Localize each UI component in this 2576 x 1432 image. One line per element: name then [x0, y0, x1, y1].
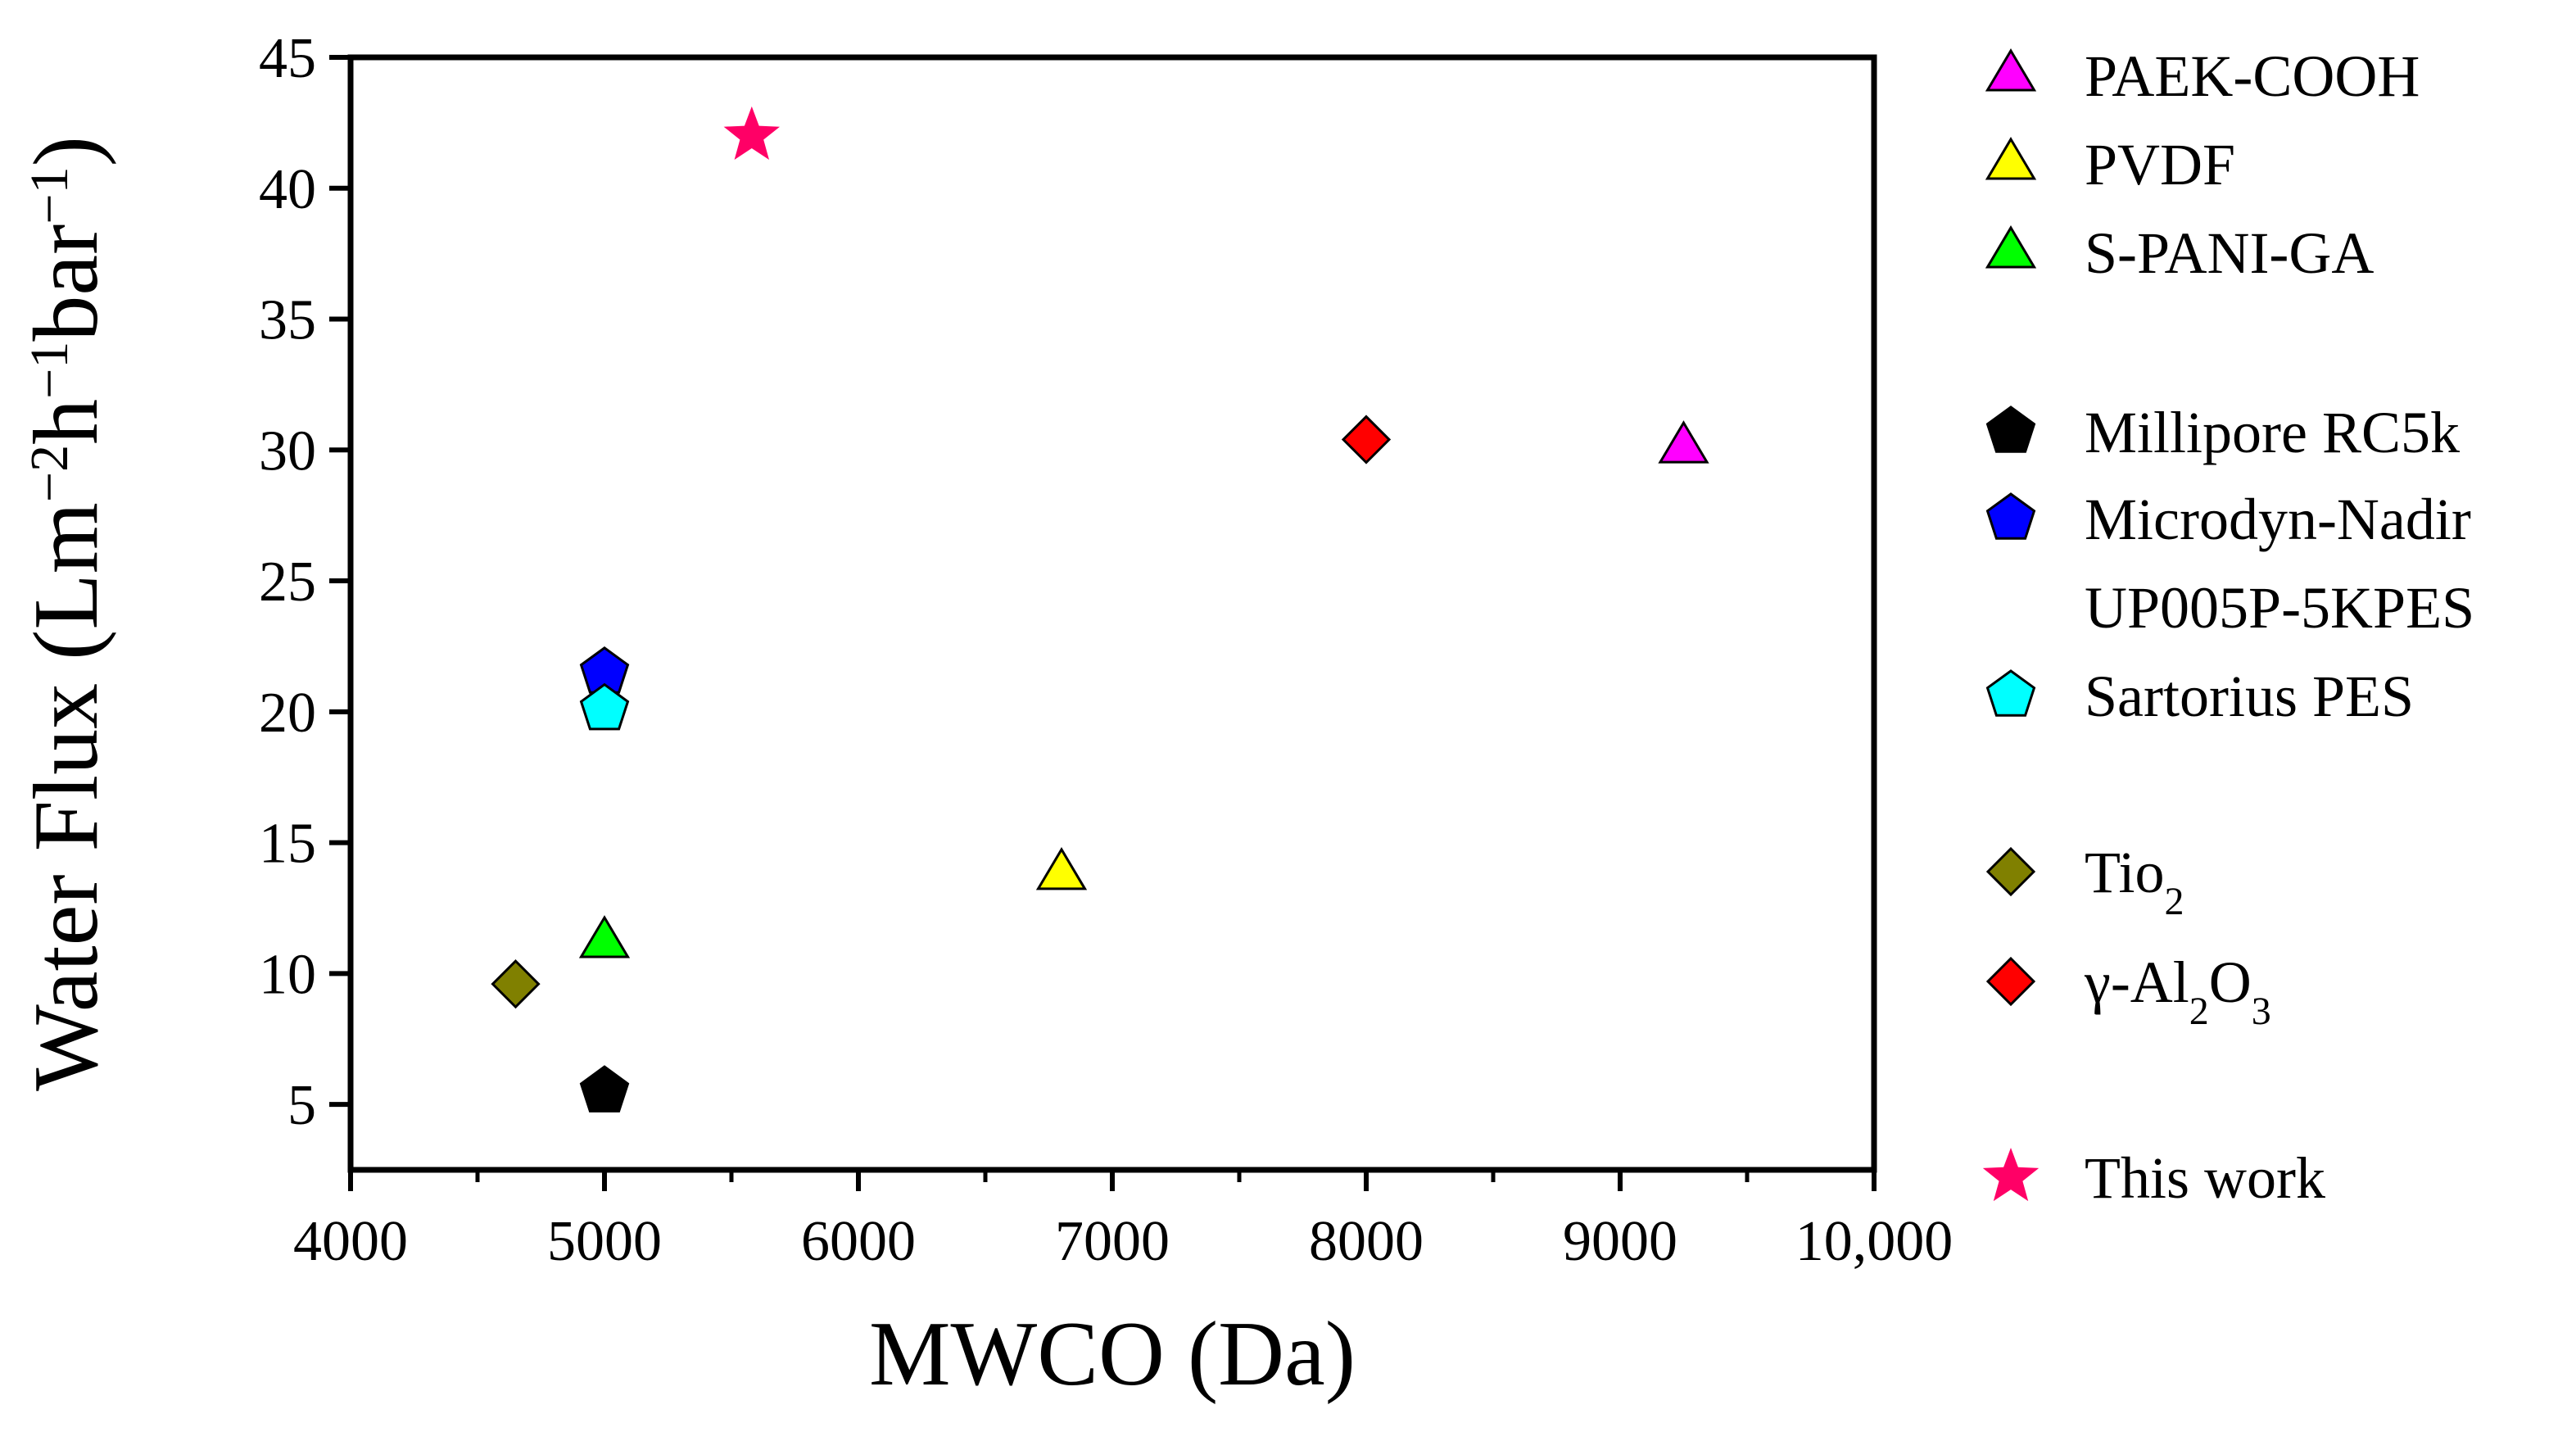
point-sartorius-pes	[579, 682, 630, 731]
legend-label-millipore-rc5k: Millipore RC5k	[2085, 400, 2460, 465]
y-tick-label: 10	[259, 943, 316, 1006]
axis-ticks: 4000 5000 6000 7000 8000 9000 10,000 5 10 15 20 25 3…	[259, 27, 1953, 1273]
legend-text: Millipore RC5k	[2085, 400, 2460, 465]
y-tick-label: 35	[259, 289, 316, 352]
legend-label-alo: γ-Al2O3	[2084, 949, 2271, 1033]
legend-text: O	[2209, 949, 2252, 1015]
point-millipore-rc5k	[579, 1065, 630, 1113]
y-axis-title-sup: −1	[20, 166, 79, 224]
legend-subscript: 2	[2189, 990, 2209, 1033]
legend-marker-sartorius-pes	[1985, 669, 2036, 717]
point-this-work	[723, 106, 780, 160]
x-tick-label: 7000	[1055, 1210, 1170, 1273]
legend-text: PAEK-COOH	[2085, 43, 2420, 109]
y-axis-title-part: h	[16, 399, 117, 445]
y-axis-title-part: Water Flux (Lm	[16, 502, 117, 1091]
point-pvdf	[1035, 846, 1088, 890]
legend-marker-pvdf	[1985, 137, 2037, 180]
y-tick-label: 25	[259, 551, 316, 614]
y-tick-label: 30	[259, 419, 316, 483]
y-axis-title-part: bar	[16, 224, 117, 342]
y-axis-title-part: )	[16, 136, 117, 166]
y-tick-label: 20	[259, 682, 316, 745]
y-axis-title: Water Flux (Lm−2h−1bar−1)	[16, 136, 117, 1091]
x-tick-label: 10,000	[1795, 1210, 1954, 1273]
point-s-pani-ga	[578, 915, 631, 958]
legend-text: Microdyn-Nadir	[2085, 487, 2471, 552]
legend-text: Tio	[2085, 840, 2164, 905]
legend-label-sartorius-pes: Sartorius PES	[2085, 664, 2414, 729]
y-tick-label: 5	[287, 1074, 316, 1137]
legend-marker-millipore-rc5k	[1985, 406, 2036, 453]
legend-label-microdyn-nadir: Microdyn-Nadir	[2085, 487, 2471, 552]
x-tick-label: 4000	[293, 1210, 408, 1273]
x-tick-label: 9000	[1563, 1210, 1677, 1273]
legend-marker-paek-cooh	[1985, 48, 2037, 92]
legend-label-line2: UP005P-5KPES	[2085, 575, 2474, 641]
legend-text: Sartorius PES	[2085, 664, 2414, 729]
legend: PAEK-COOH PVDF S-PANI-GA Millipore RC5k Micr…	[1982, 43, 2474, 1211]
legend-label-s-pani-ga: S-PANI-GA	[2085, 220, 2374, 286]
legend-subscript: 3	[2252, 990, 2271, 1033]
point-alo	[1341, 415, 1392, 464]
y-axis-title-sup: −2	[20, 445, 79, 502]
y-tick-label: 45	[259, 27, 316, 90]
legend-label-paek-cooh: PAEK-COOH	[2085, 43, 2420, 109]
legend-text: This work	[2085, 1145, 2325, 1211]
plot-frame	[347, 54, 1877, 1173]
legend-text: S-PANI-GA	[2085, 220, 2374, 286]
y-tick-label: 40	[259, 158, 316, 221]
x-tick-label: 8000	[1309, 1210, 1424, 1273]
data-points	[491, 106, 1709, 1113]
y-axis-title-sup: −1	[20, 342, 79, 399]
y-tick-label: 15	[259, 813, 316, 876]
legend-subscript: 2	[2164, 880, 2184, 923]
legend-marker-microdyn-nadir	[1985, 492, 2036, 540]
x-tick-label: 5000	[547, 1210, 662, 1273]
point-paek-cooh	[1658, 420, 1709, 464]
point-tio	[491, 959, 541, 1009]
legend-marker-s-pani-ga	[1985, 225, 2037, 269]
legend-text: γ-Al	[2084, 949, 2189, 1015]
legend-label-this-work: This work	[2085, 1145, 2325, 1211]
legend-label-tio: Tio2	[2085, 840, 2184, 923]
legend-marker-tio	[1985, 846, 2036, 897]
legend-marker-alo	[1985, 956, 2036, 1007]
legend-text: PVDF	[2085, 132, 2235, 197]
x-tick-label: 6000	[801, 1210, 916, 1273]
legend-label-pvdf: PVDF	[2085, 132, 2235, 197]
legend-marker-this-work	[1982, 1148, 2040, 1202]
x-axis-title: MWCO (Da)	[869, 1303, 1356, 1405]
